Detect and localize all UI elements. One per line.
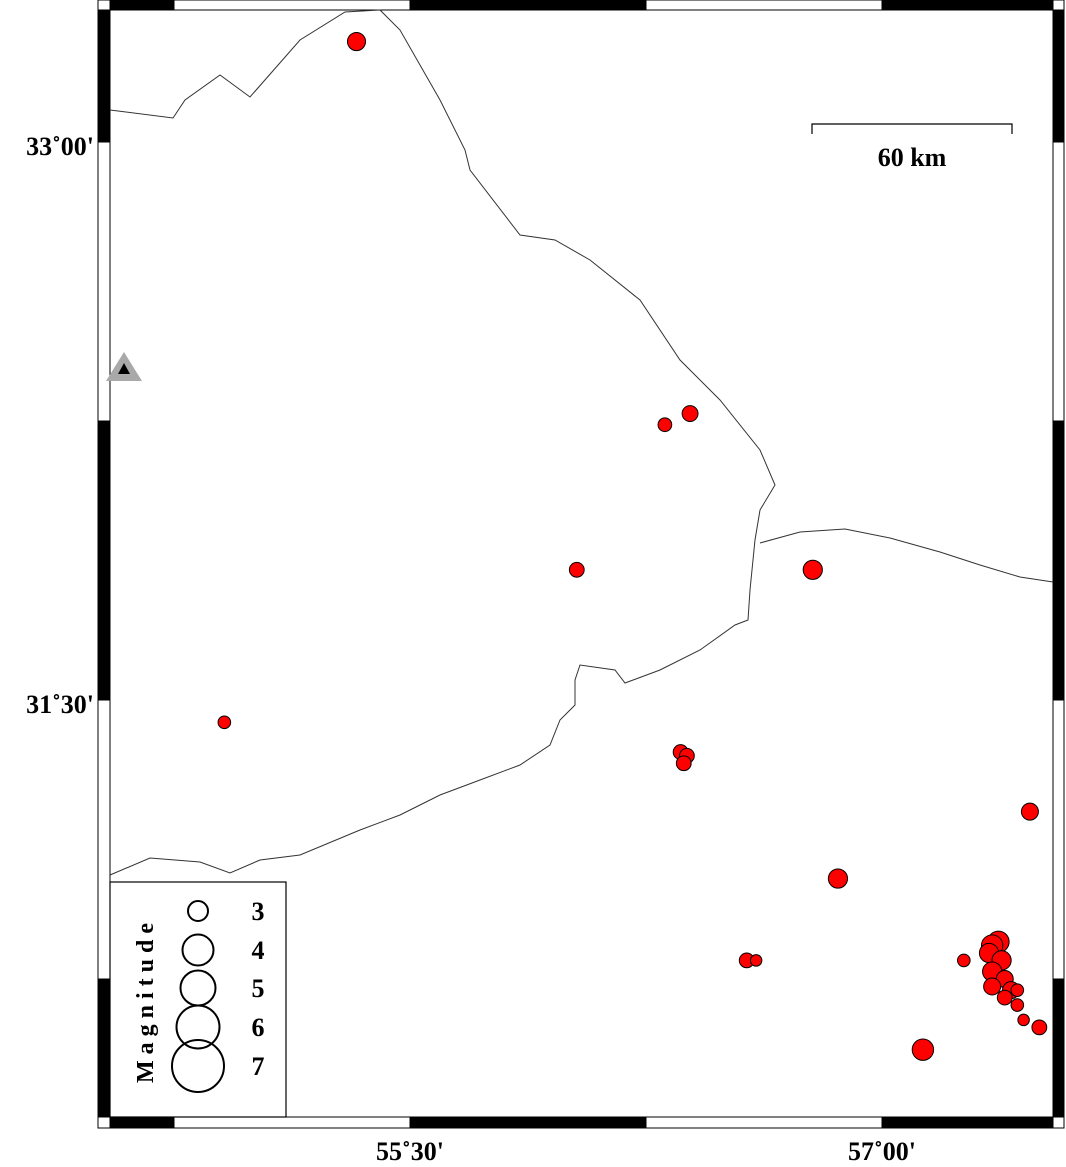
earthquake-event xyxy=(1031,1019,1048,1036)
lat-tick-label: 33˚00' xyxy=(26,132,94,161)
province-border-north xyxy=(109,9,776,876)
earthquake-event xyxy=(217,715,232,730)
earthquake-event xyxy=(996,989,1013,1006)
earthquake-event xyxy=(983,977,1002,996)
earthquake-event xyxy=(1010,983,1025,997)
legend-label: 7 xyxy=(252,1052,265,1081)
frame-bar-right xyxy=(1052,978,1065,1118)
frame-bar-top xyxy=(173,0,411,11)
tick-labels: 55˚30' 57˚00' 33˚00' 31˚30' xyxy=(26,132,916,1166)
earthquake-event xyxy=(1020,802,1039,821)
earthquake-event xyxy=(957,953,971,968)
frame-bar-top xyxy=(881,0,1054,11)
frame-bar-right xyxy=(1052,9,1065,143)
frame-bar-top xyxy=(409,0,647,11)
legend-title: Magnitude xyxy=(133,917,159,1083)
frame-bar-right xyxy=(1052,141,1065,422)
legend-circle xyxy=(181,933,215,967)
earthquake-event xyxy=(1017,1013,1030,1027)
frame-bar-bottom xyxy=(881,1116,1054,1129)
frame-bar-top xyxy=(109,0,175,11)
magnitude-legend: Magnitude 3 4 5 6 7 xyxy=(109,881,287,1118)
frame-bar-bottom xyxy=(645,1116,883,1129)
legend-circle xyxy=(171,1039,225,1093)
earthquake-event xyxy=(1010,998,1025,1012)
frame-bar-left xyxy=(97,420,111,701)
frame-bar-right xyxy=(1052,699,1065,980)
lon-tick-label: 57˚00' xyxy=(848,1137,916,1166)
station-inner-icon xyxy=(118,363,130,374)
frame-bar-bottom xyxy=(109,1116,175,1129)
legend-circle xyxy=(175,1004,221,1050)
frame-bar-left xyxy=(97,699,111,980)
earthquake-event xyxy=(681,405,699,423)
frame-bar-left xyxy=(97,9,111,143)
legend-label: 4 xyxy=(252,936,265,965)
earthquake-event xyxy=(827,868,849,889)
earthquake-event xyxy=(749,954,763,967)
frame-bar-left xyxy=(97,978,111,1118)
frame-bar-top xyxy=(645,0,883,11)
earthquake-event xyxy=(346,32,367,52)
legend-circle xyxy=(187,900,209,922)
scale-bar-label: 60 km xyxy=(878,143,947,172)
legend-label: 6 xyxy=(252,1013,265,1042)
earthquake-event xyxy=(657,417,673,433)
scale-bar: 60 km xyxy=(811,123,1013,172)
earthquake-event xyxy=(568,561,585,578)
frame-bar-bottom xyxy=(173,1116,411,1129)
events-layer xyxy=(217,32,1048,1061)
earthquake-event xyxy=(802,559,823,580)
frame-bar-right xyxy=(1052,420,1065,701)
borders xyxy=(109,9,1054,876)
frame-bar-bottom xyxy=(409,1116,647,1129)
station-marker xyxy=(106,352,142,381)
lat-tick-label: 31˚30' xyxy=(26,690,94,719)
legend-label: 3 xyxy=(252,897,265,926)
legend-label: 5 xyxy=(252,974,265,1003)
earthquake-event xyxy=(911,1038,935,1061)
earthquake-event xyxy=(675,755,692,772)
province-border-east xyxy=(759,528,1054,583)
lon-tick-label: 55˚30' xyxy=(376,1137,444,1166)
